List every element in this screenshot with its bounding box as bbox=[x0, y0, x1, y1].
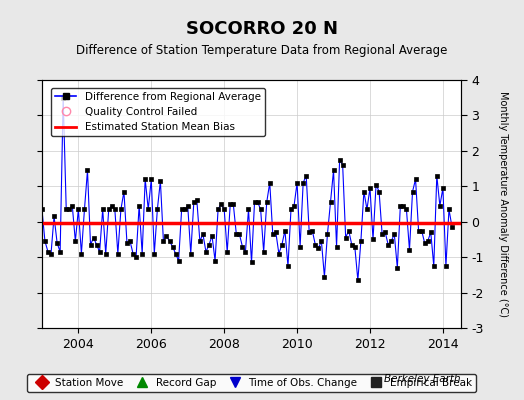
Text: SOCORRO 20 N: SOCORRO 20 N bbox=[186, 20, 338, 38]
Legend: Difference from Regional Average, Quality Control Failed, Estimated Station Mean: Difference from Regional Average, Qualit… bbox=[51, 88, 265, 136]
Y-axis label: Monthly Temperature Anomaly Difference (°C): Monthly Temperature Anomaly Difference (… bbox=[498, 91, 508, 317]
Text: Difference of Station Temperature Data from Regional Average: Difference of Station Temperature Data f… bbox=[77, 44, 447, 57]
Text: Berkeley Earth: Berkeley Earth bbox=[385, 374, 461, 384]
